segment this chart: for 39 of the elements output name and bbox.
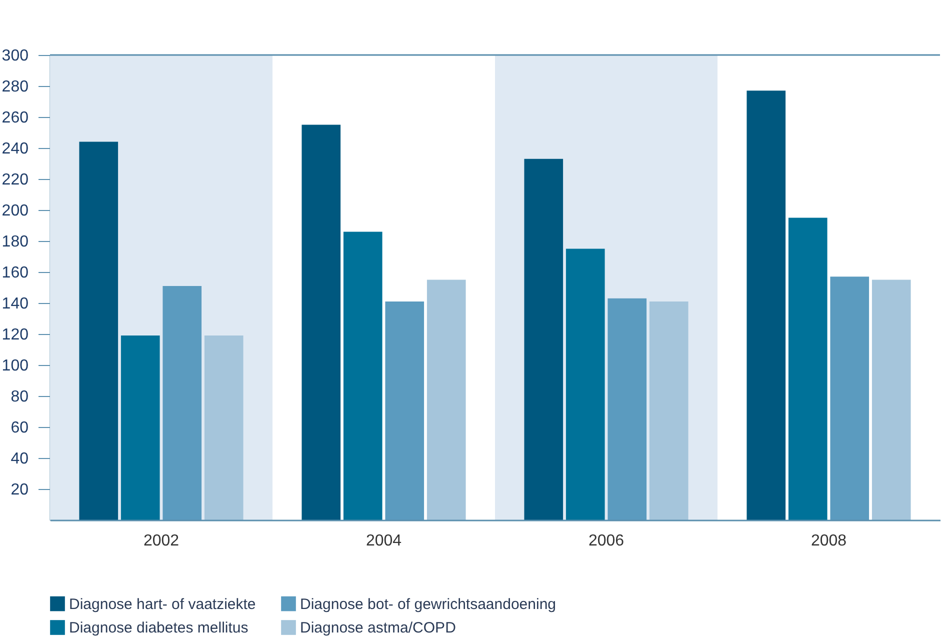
y-tick-label: 280 [2,78,29,96]
bar [79,142,118,520]
y-tick-label: 200 [2,202,29,220]
x-tick-label: 2004 [366,532,402,550]
y-tick-label: 220 [2,172,29,188]
bar [385,301,424,520]
legend-label: Diagnose hart- of vaatziekte [69,596,256,613]
y-tick-label: 20 [10,482,29,498]
y-tick-label: 60 [10,420,29,436]
y-tick-label: 300 [2,48,29,64]
legend-label: Diagnose diabetes mellitus [69,620,248,636]
bar [204,336,244,520]
y-tick-label: 40 [10,450,29,468]
legend-label: Diagnose astma/COPD [300,620,456,636]
legend-label: Diagnose bot- of gewrichtsaandoening [300,596,556,613]
bar [524,158,564,520]
y-tick-label: 140 [2,296,29,312]
bar [162,286,202,520]
bar [872,280,911,520]
y-tick-label: 100 [2,358,29,374]
bar [649,301,688,520]
x-tick-label: 2006 [588,532,624,550]
y-tick-label: 80 [10,388,29,406]
y-tick-label: 240 [2,140,29,158]
y-tick-label: 120 [2,326,29,344]
bar [566,248,605,520]
y-tick-label: 160 [2,264,29,282]
bar [830,276,870,520]
bar [788,218,828,520]
bar [302,124,341,520]
bar [608,298,647,520]
y-tick-label: 260 [2,110,29,126]
bar [746,90,786,520]
x-tick-label: 2002 [143,532,180,550]
bar [343,232,382,520]
bar [120,336,160,520]
y-tick-label: 180 [2,234,29,250]
bar [426,280,466,520]
x-tick-label: 2008 [810,532,847,550]
